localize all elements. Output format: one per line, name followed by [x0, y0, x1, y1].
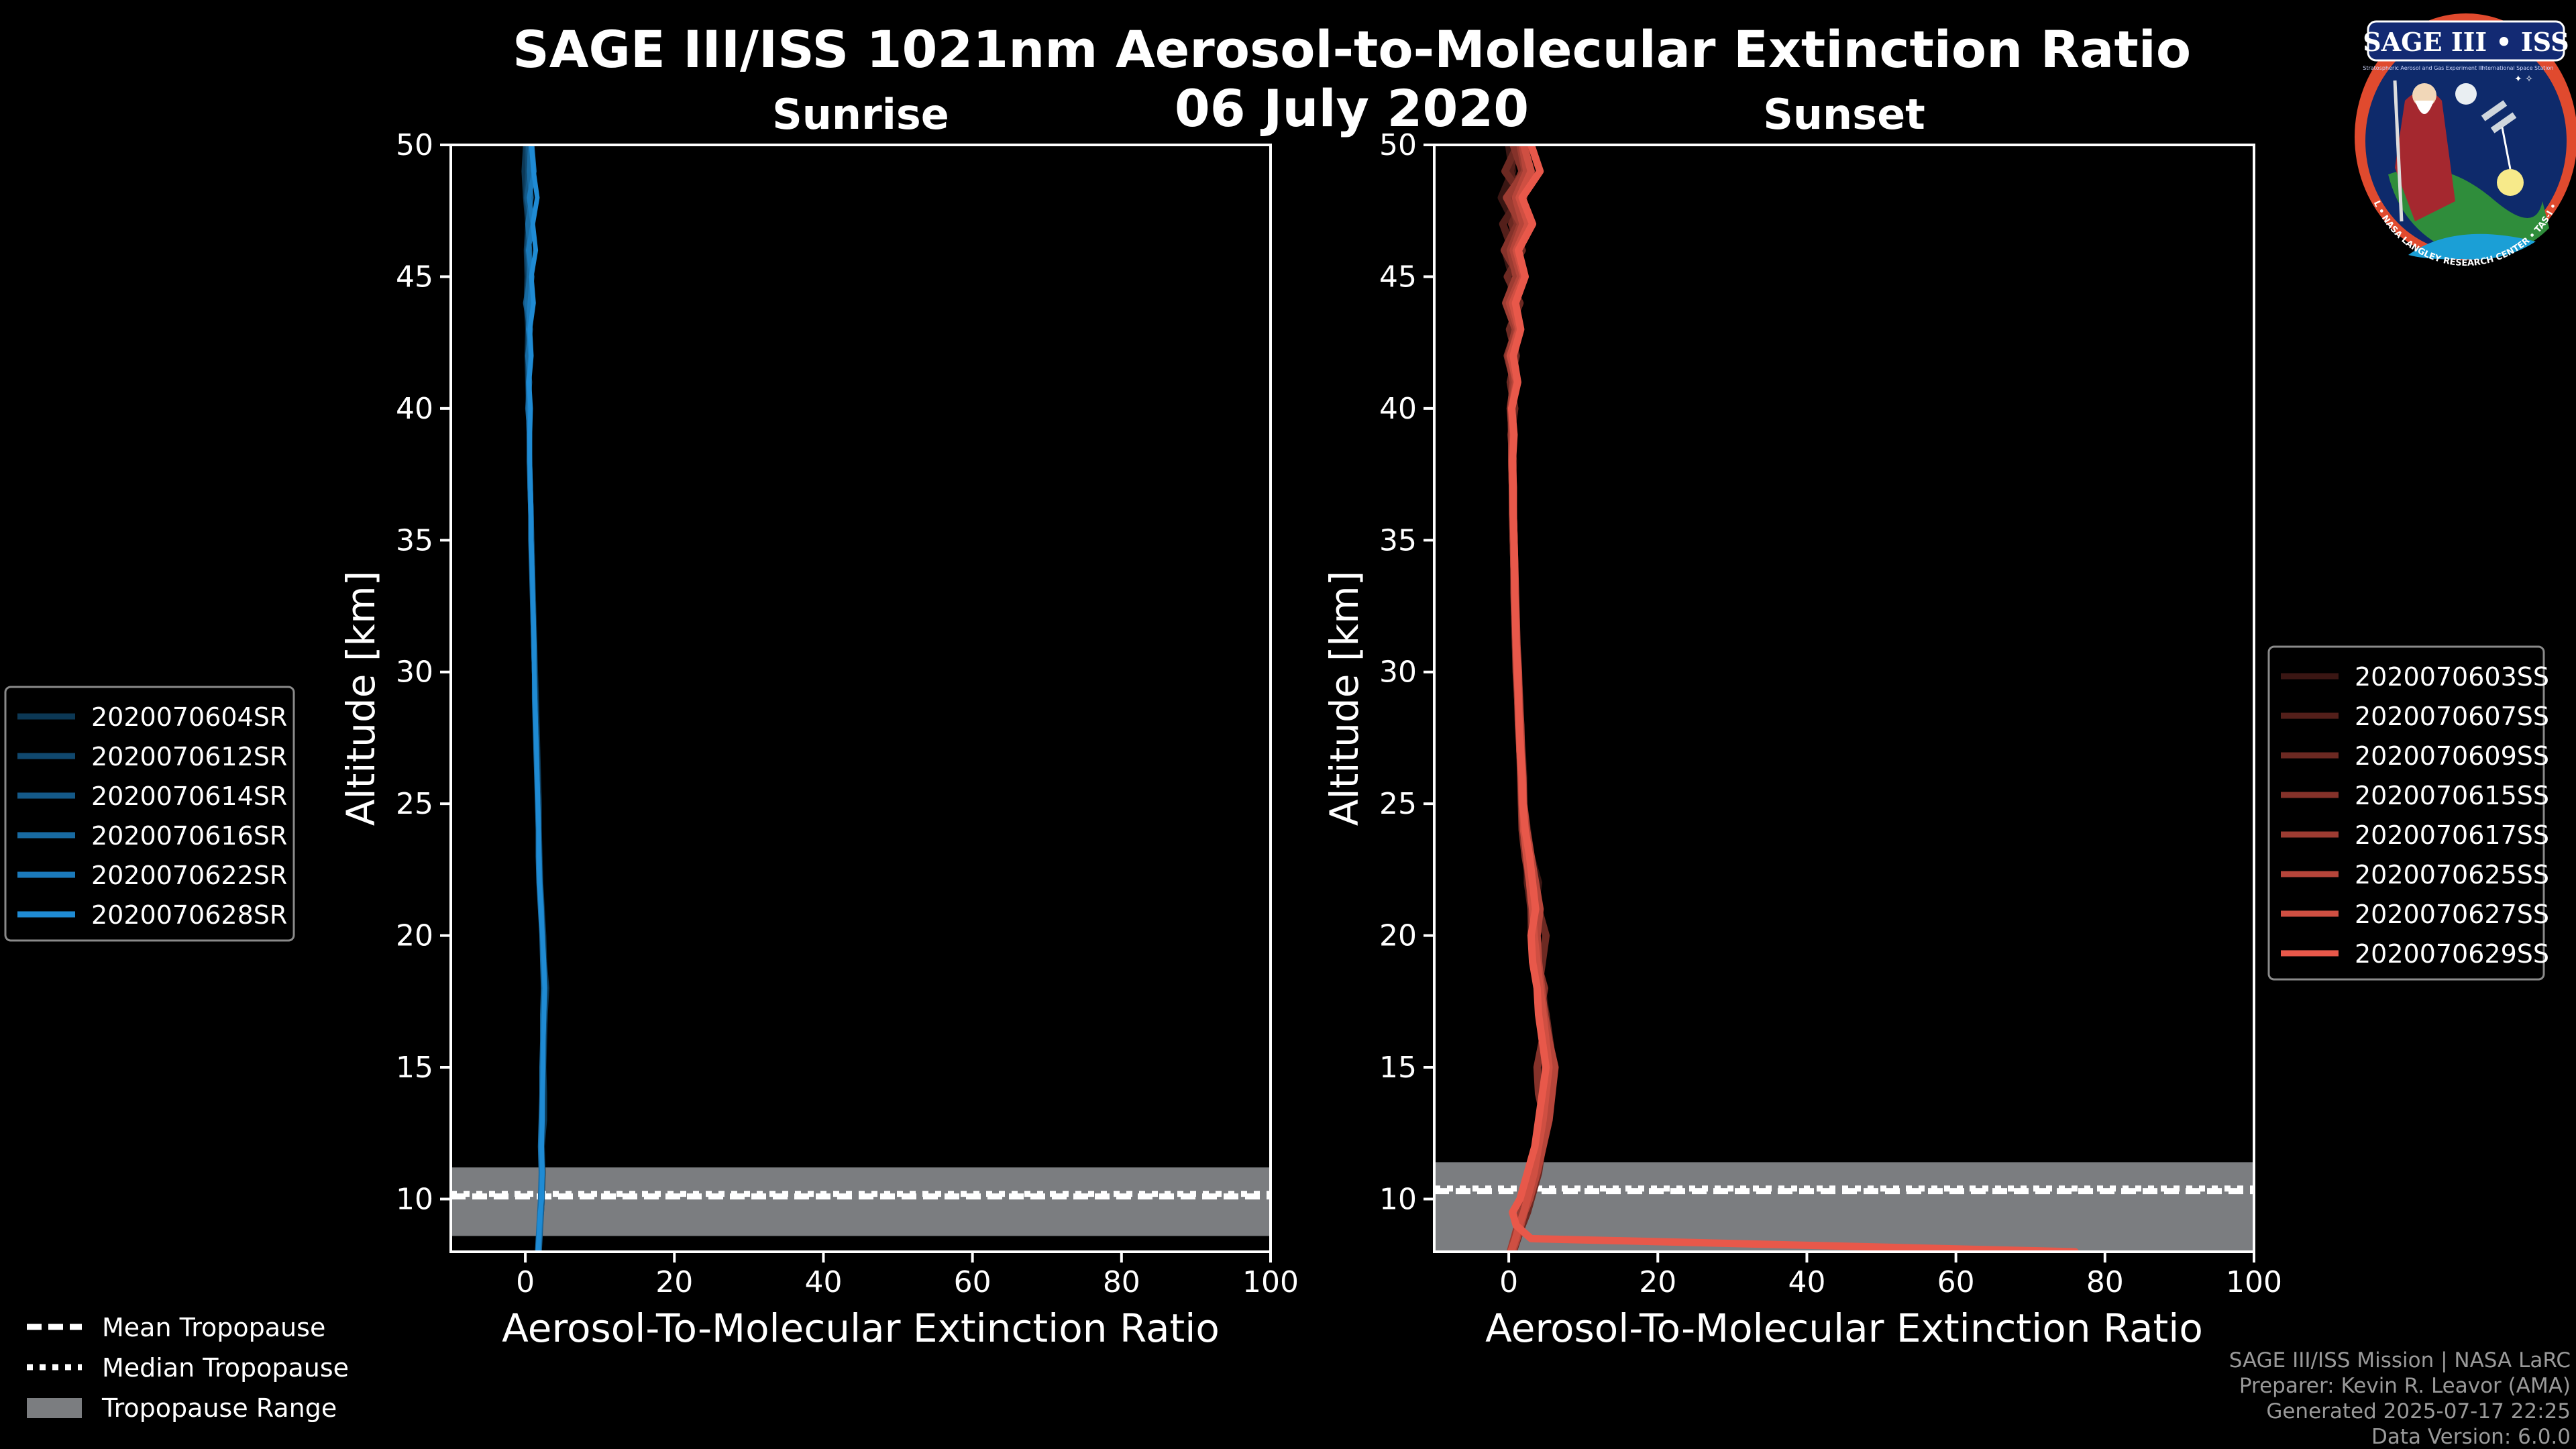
logo-title-banner — [2367, 20, 2565, 62]
y-tick-label: 15 — [396, 1051, 433, 1085]
y-tick-label: 25 — [396, 787, 433, 821]
logo-moon — [2455, 83, 2477, 105]
x-tick-label: 80 — [2086, 1265, 2124, 1299]
logo-iss-panel-b — [2490, 112, 2517, 133]
legend-label-2020070607SS: 2020070607SS — [2355, 702, 2549, 731]
legend-label-2020070615SS: 2020070615SS — [2355, 781, 2549, 810]
logo-figure-robe — [2395, 91, 2455, 221]
y-tick-label: 45 — [396, 260, 433, 294]
sunset-panel-title: Sunset — [1763, 90, 1925, 139]
sunset-y-axis-label: Altitude [km] — [1322, 571, 1367, 826]
sunset-legend: 2020070603SS 2020070607SS 2020070609SS 2020… — [2267, 645, 2549, 981]
y-tick-label: 30 — [396, 655, 433, 690]
x-tick-label: 20 — [1639, 1265, 1676, 1299]
sunrise-legend: 2020070604SR 2020070612SR 2020070614SR 2020… — [4, 686, 295, 942]
legend-label-2020070629SS: 2020070629SS — [2355, 939, 2549, 969]
footer-credits: SAGE III/ISS Mission | NASA LaRC Prepare… — [2229, 1348, 2571, 1449]
series-line-2020070629SS — [1508, 145, 2079, 1252]
logo-staff — [2393, 80, 2404, 222]
x-tick-label: 60 — [1937, 1265, 1975, 1299]
footer-mission: SAGE III/ISS Mission | NASA LaRC — [2229, 1348, 2571, 1373]
x-tick-label: 40 — [804, 1265, 842, 1299]
mean-tropopause-label: Mean Tropopause — [102, 1313, 325, 1342]
y-tick-label: 25 — [1379, 787, 1417, 821]
x-tick-label: 80 — [1103, 1265, 1140, 1299]
y-tick-label: 30 — [1379, 655, 1417, 690]
series-line-2020070628SR — [527, 145, 547, 1252]
sunrise-x-axis-label: Aerosol-To-Molecular Extinction Ratio — [502, 1305, 1220, 1351]
logo-star-glyphs: ✦ ✧ — [2514, 74, 2533, 85]
sunset-axis-ticks: 0 20 40 60 80 100 10 15 20 25 30 35 40 45 50 — [1379, 128, 2282, 1299]
sunrise-axis-ticks: 0 20 40 60 80 100 10 15 20 25 30 35 40 45 50 — [396, 128, 1299, 1299]
x-tick-label: 0 — [516, 1265, 535, 1299]
figure-title: SAGE III/ISS 1021nm Aerosol-to-Molecular… — [513, 19, 2191, 79]
footer-generated: Generated 2025-07-17 22:25 — [2266, 1399, 2571, 1424]
footer-data-version: Data Version: 6.0.0 — [2371, 1425, 2571, 1449]
x-tick-label: 100 — [2226, 1265, 2282, 1299]
legend-label-2020070604SR: 2020070604SR — [91, 702, 287, 732]
y-tick-label: 50 — [396, 128, 433, 162]
legend-label-2020070603SS: 2020070603SS — [2355, 662, 2549, 692]
y-tick-label: 10 — [396, 1182, 433, 1216]
y-tick-label: 45 — [1379, 260, 1417, 294]
legend-label-2020070614SR: 2020070614SR — [91, 782, 287, 811]
logo-sun — [2497, 169, 2524, 196]
y-tick-label: 10 — [1379, 1182, 1417, 1216]
x-tick-label: 40 — [1788, 1265, 1825, 1299]
logo-iss-panel-a — [2481, 100, 2508, 121]
x-tick-label: 60 — [954, 1265, 991, 1299]
footer-preparer: Preparer: Kevin R. Leavor (AMA) — [2239, 1374, 2571, 1398]
sunrise-series-lines — [521, 145, 549, 1252]
legend-label-2020070616SR: 2020070616SR — [91, 821, 287, 851]
legend-frame — [2267, 645, 2545, 981]
y-tick-label: 35 — [1379, 523, 1417, 557]
y-tick-label: 40 — [396, 392, 433, 426]
y-tick-label: 20 — [396, 919, 433, 953]
y-tick-label: 50 — [1379, 128, 1417, 162]
sunrise-y-axis-label: Altitude [km] — [338, 571, 384, 826]
sunrise-panel-title: Sunrise — [772, 90, 949, 139]
sunrise-panel: Sunrise 0 20 40 60 80 100 10 15 20 25 30 35 40 45 50 A… — [338, 90, 1299, 1351]
legend-label-2020070622SR: 2020070622SR — [91, 861, 287, 890]
y-tick-label: 35 — [396, 523, 433, 557]
logo-ocean — [2408, 233, 2536, 260]
figure-date: 06 July 2020 — [1175, 78, 1529, 138]
sunset-plot-frame — [1433, 144, 2255, 1253]
y-tick-label: 15 — [1379, 1051, 1417, 1085]
tropopause-legend: Mean Tropopause Median Tropopause Tropop… — [27, 1313, 349, 1423]
legend-label-2020070617SS: 2020070617SS — [2355, 820, 2549, 850]
tropopause-range-label: Tropopause Range — [101, 1393, 337, 1423]
sunset-x-axis-label: Aerosol-To-Molecular Extinction Ratio — [1485, 1305, 2203, 1351]
x-tick-label: 100 — [1242, 1265, 1299, 1299]
logo-figure-beard — [2415, 101, 2434, 114]
legend-frame — [4, 686, 295, 942]
y-tick-label: 20 — [1379, 919, 1417, 953]
sunset-panel: Sunset 0 20 40 60 80 100 10 15 20 25 30 35 40 45 50 Ae… — [1322, 90, 2282, 1351]
logo-occultation-beam — [2501, 127, 2512, 170]
sunset-series-lines — [1497, 145, 2079, 1252]
tropopause-range-band — [451, 1167, 1271, 1236]
legend-label-2020070627SS: 2020070627SS — [2355, 900, 2549, 929]
legend-label-2020070625SS: 2020070625SS — [2355, 860, 2549, 890]
y-tick-label: 40 — [1379, 392, 1417, 426]
legend-label-2020070609SS: 2020070609SS — [2355, 741, 2549, 771]
tropopause-range-swatch — [27, 1398, 82, 1418]
x-tick-label: 20 — [655, 1265, 693, 1299]
legend-label-2020070628SR: 2020070628SR — [91, 900, 287, 930]
logo-title: SAGE III • ISS — [2363, 27, 2569, 57]
x-tick-label: 0 — [1499, 1265, 1518, 1299]
median-tropopause-label: Median Tropopause — [102, 1353, 349, 1383]
sunrise-tropopause — [451, 1167, 1271, 1236]
logo-subtitle-right: International Space Station — [2481, 65, 2554, 71]
legend-label-2020070612SR: 2020070612SR — [91, 742, 287, 771]
logo-subtitle-left: Stratospheric Aerosol and Gas Experiment… — [2363, 65, 2483, 71]
sunrise-plot-frame — [449, 144, 1272, 1253]
